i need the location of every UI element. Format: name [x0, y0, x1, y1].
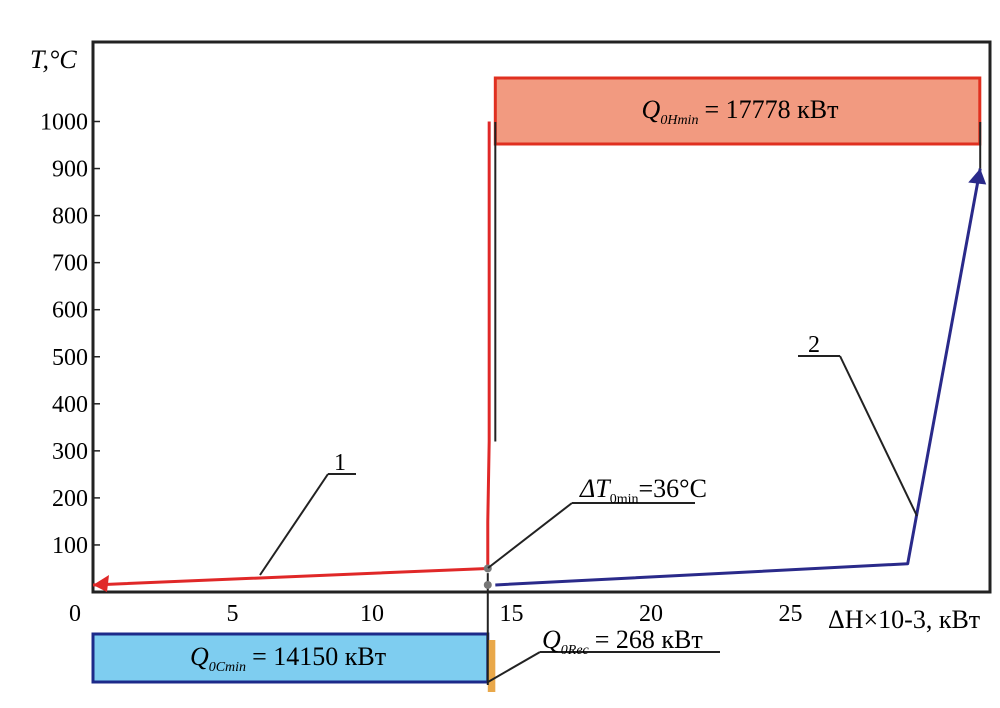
y-tick-label: 700: [52, 251, 88, 277]
x-axis-title: ΔH×10-3, кВт: [828, 605, 980, 634]
series-line-1: [92, 121, 491, 587]
pinch-point-cold: [483, 580, 492, 589]
y-axis-title: T,°C: [30, 45, 77, 74]
cold-utility-bar: [91, 632, 490, 684]
curve-1-label: 1: [334, 450, 346, 476]
q-rec-symbol: Q: [542, 625, 561, 654]
cold-utility-label: Q0Cmin = 14150 кВт: [190, 642, 386, 675]
y-tick-label: 400: [52, 392, 88, 418]
hot-utility-subscript: 0Hmin: [660, 113, 698, 128]
cold-utility-subscript: 0Cmin: [209, 660, 246, 675]
delta-t-label: ΔT0min=36°C: [579, 474, 707, 507]
x-tick-label: 5: [227, 601, 239, 627]
x-tick-labels: 0 5 10 15 20 25: [69, 601, 803, 627]
plot-frame: [91, 40, 992, 594]
y-tick-label: 500: [52, 345, 88, 371]
q-rec-label: Q0Rec = 268 кВт: [542, 625, 703, 658]
y-tick-label: 200: [52, 486, 88, 512]
series-line-2: [495, 168, 982, 587]
y-tick-label: 800: [52, 204, 88, 230]
y-tick-labels: 100 200 300 400 500 600 700 800 900 1000: [40, 110, 100, 559]
x-tick-label: 20: [639, 601, 663, 627]
delta-t-symbol: ΔT: [579, 474, 611, 503]
y-tick-label: 900: [52, 157, 88, 183]
q-rec-subscript: 0Rec: [561, 643, 590, 658]
delta-t-leader: [487, 502, 573, 569]
hot-utility-value: = 17778 кВт: [704, 95, 838, 124]
q-rec-value: = 268 кВт: [595, 625, 703, 654]
y-tick-label: 300: [52, 439, 88, 465]
cold-utility-value: = 14150 кВт: [252, 642, 386, 671]
curve-1-leader: [259, 473, 329, 576]
x-tick-label: 0: [69, 601, 81, 627]
series-1-arrowhead: [93, 574, 109, 592]
y-tick-label: 1000: [40, 110, 88, 136]
cold-utility-symbol: Q: [190, 642, 209, 671]
hot-utility-bar: [493, 76, 982, 146]
series-2-arrowhead: [968, 168, 987, 185]
recovery-strip: [487, 640, 496, 692]
curve-2-leader: [839, 355, 918, 517]
y-tick-label: 100: [52, 533, 88, 559]
curve-2-label: 2: [808, 332, 820, 358]
series-group: [92, 121, 987, 592]
q-rec-leader: [487, 651, 541, 683]
hot-utility-symbol: Q: [642, 95, 661, 124]
delta-t-value: =36°C: [639, 474, 707, 503]
x-tick-label: 15: [500, 601, 524, 627]
delta-t-subscript: 0min: [610, 492, 639, 507]
y-tick-label: 600: [52, 298, 88, 324]
x-tick-label: 10: [360, 601, 384, 627]
x-tick-label: 25: [779, 601, 803, 627]
hot-utility-label: Q0Hmin = 17778 кВт: [642, 95, 839, 128]
